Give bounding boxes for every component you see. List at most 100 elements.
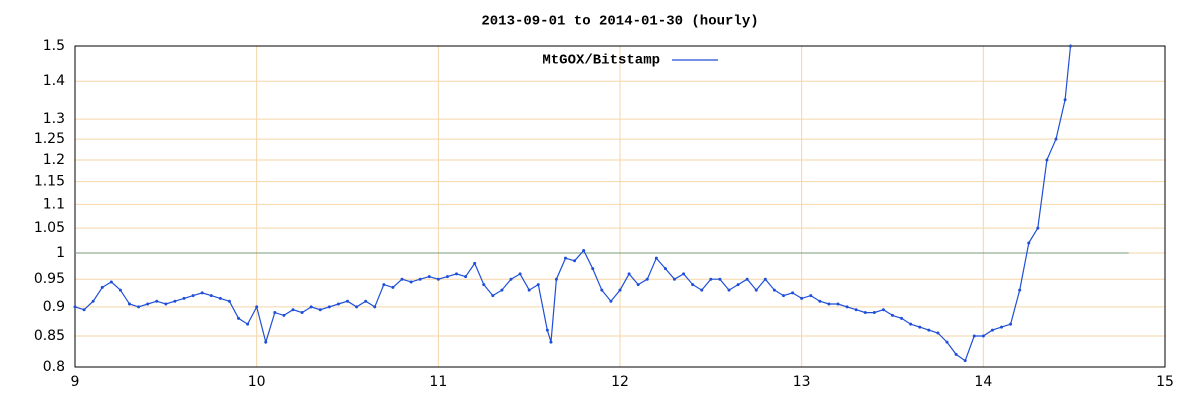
y-tick-label: 1.3 — [43, 111, 65, 127]
data-point — [318, 308, 322, 312]
plot-frame — [74, 45, 1166, 368]
data-point — [182, 296, 186, 300]
data-point — [146, 302, 150, 306]
data-point — [1045, 158, 1049, 162]
y-tick-label: 1.2 — [43, 152, 65, 168]
series-line — [74, 45, 1072, 362]
data-point — [736, 283, 740, 287]
data-point — [200, 291, 204, 295]
data-point — [927, 328, 931, 332]
data-point — [282, 313, 286, 317]
data-point — [700, 288, 704, 292]
data-point — [382, 283, 386, 287]
y-tick-label: 1.4 — [43, 73, 65, 89]
data-point — [881, 308, 885, 312]
data-point — [100, 285, 104, 289]
data-point — [549, 340, 553, 344]
data-point — [827, 302, 831, 306]
data-point — [936, 331, 940, 335]
data-point — [264, 340, 268, 344]
data-point — [954, 352, 958, 356]
data-point — [391, 285, 395, 289]
y-tick-label: 1.25 — [34, 131, 65, 147]
data-point — [73, 305, 77, 309]
data-point — [164, 302, 168, 306]
data-point — [763, 277, 767, 281]
data-point — [227, 299, 231, 303]
data-point — [400, 277, 404, 281]
y-tick-label: 0.85 — [34, 328, 65, 344]
data-point — [209, 294, 213, 298]
data-point — [863, 311, 867, 315]
data-point — [872, 311, 876, 315]
x-tick-label: 15 — [1156, 374, 1174, 390]
data-point — [118, 288, 122, 292]
data-point — [909, 322, 913, 326]
data-point — [573, 259, 577, 263]
data-point — [673, 277, 676, 281]
data-point — [155, 299, 159, 303]
data-point — [309, 305, 313, 309]
data-point — [409, 280, 413, 284]
data-point — [636, 283, 640, 287]
data-point — [682, 272, 686, 276]
data-point — [663, 267, 667, 271]
x-tick-label: 9 — [71, 374, 80, 390]
data-point — [291, 308, 295, 312]
y-tick-label: 0.8 — [43, 359, 65, 375]
y-tick-label: 1.5 — [43, 38, 65, 54]
data-point — [718, 277, 722, 281]
data-point — [772, 288, 776, 292]
data-point — [554, 277, 558, 281]
data-point — [237, 316, 240, 320]
data-point — [691, 283, 695, 287]
data-point — [173, 299, 177, 303]
data-point — [218, 296, 222, 300]
data-point — [482, 283, 486, 287]
data-point — [418, 277, 422, 281]
y-tick-label: 1.05 — [34, 220, 65, 236]
data-point — [436, 277, 440, 281]
data-point — [445, 275, 449, 279]
data-point — [273, 311, 277, 315]
data-point — [854, 308, 858, 312]
chart-title: 2013-09-01 to 2014-01-30 (hourly) — [481, 14, 758, 30]
data-point — [536, 283, 540, 287]
data-point — [1009, 322, 1013, 326]
data-point — [845, 305, 849, 309]
x-tick-label: 13 — [793, 374, 811, 390]
y-tick-label: 0.95 — [34, 271, 65, 287]
y-tick-label: 1.1 — [43, 196, 65, 212]
data-point — [1000, 325, 1003, 329]
data-point — [836, 302, 840, 306]
data-point — [1027, 241, 1031, 245]
data-point — [972, 334, 976, 338]
data-point — [509, 277, 513, 281]
x-tick-label: 11 — [429, 374, 447, 390]
data-point — [745, 277, 749, 281]
data-point — [373, 305, 377, 309]
x-tick-label: 14 — [974, 374, 992, 390]
data-point — [137, 305, 141, 309]
data-point — [981, 334, 985, 338]
data-point — [627, 272, 631, 276]
data-point — [945, 340, 949, 344]
data-point — [782, 294, 785, 298]
data-point — [255, 305, 259, 309]
data-point — [1036, 226, 1040, 230]
data-point — [809, 294, 813, 298]
data-point — [990, 328, 994, 332]
data-point — [109, 280, 113, 284]
data-point — [600, 288, 604, 292]
data-point — [900, 316, 904, 320]
data-point — [818, 299, 822, 303]
data-point — [591, 267, 595, 271]
y-tick-label: 1 — [56, 245, 65, 261]
data-point — [800, 296, 804, 300]
data-point — [1063, 98, 1067, 102]
data-point — [355, 305, 359, 309]
data-point — [1018, 288, 1022, 292]
data-point — [364, 299, 368, 303]
data-point — [82, 308, 86, 312]
data-point — [545, 328, 549, 332]
